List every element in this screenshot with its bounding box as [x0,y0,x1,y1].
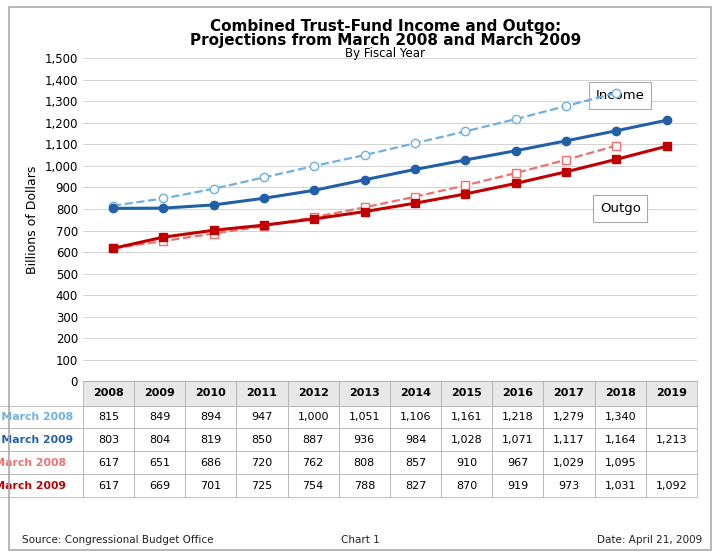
Text: Projections from March 2008 and March 2009: Projections from March 2008 and March 20… [189,33,581,48]
Text: Outgo: Outgo [600,202,641,215]
Text: By Fiscal Year: By Fiscal Year [345,47,426,60]
Text: Date: April 21, 2009: Date: April 21, 2009 [597,535,702,545]
Y-axis label: Billions of Dollars: Billions of Dollars [26,165,39,274]
Text: Source: Congressional Budget Office: Source: Congressional Budget Office [22,535,213,545]
Text: Income: Income [595,89,644,102]
Text: Chart 1: Chart 1 [341,535,379,545]
Text: Combined Trust-Fund Income and Outgo:: Combined Trust-Fund Income and Outgo: [210,19,561,35]
